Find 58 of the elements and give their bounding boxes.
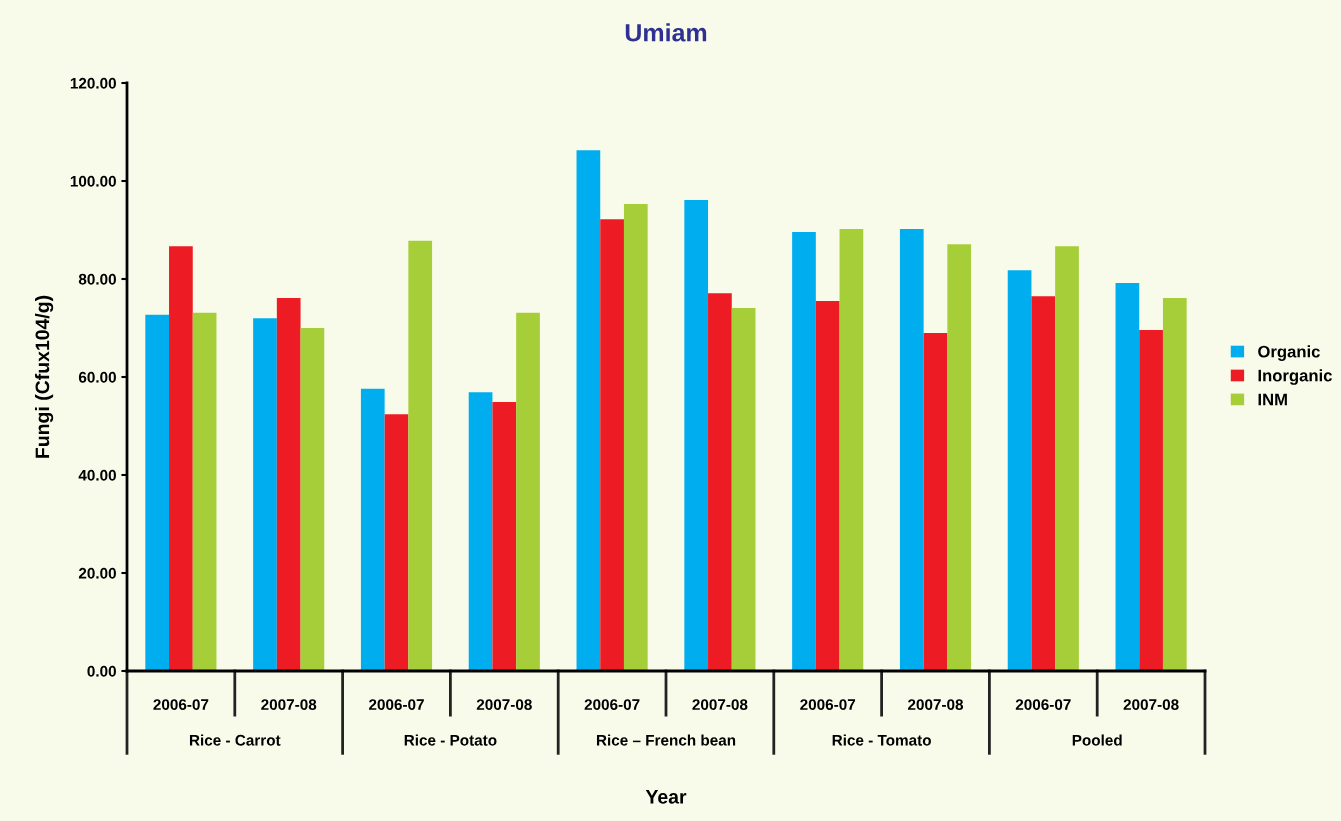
bar <box>516 312 540 671</box>
bar <box>145 314 170 671</box>
legend-label: Inorganic <box>1258 369 1332 385</box>
bar <box>731 307 756 671</box>
bar <box>169 246 193 671</box>
x-tick-label: 2007-08 <box>261 699 317 710</box>
bar <box>684 200 709 671</box>
y-tick-label: 0.00 <box>87 665 116 677</box>
y-tick-label: 120.00 <box>70 77 116 89</box>
bar <box>492 401 517 671</box>
text: Pooled <box>1072 734 1122 746</box>
x-tick-label: 2006-07 <box>1015 699 1071 710</box>
bar <box>1162 298 1187 671</box>
x-tick-label: 2006-07 <box>369 699 424 710</box>
bar <box>708 293 732 671</box>
bar <box>1055 246 1079 671</box>
x-tick-label: 2007-08 <box>692 699 748 710</box>
bar <box>839 229 864 671</box>
bar <box>1007 270 1032 671</box>
bar <box>1031 296 1056 671</box>
legend-label: INM <box>1258 393 1287 406</box>
text: Rice - Carrot <box>189 734 281 746</box>
bar <box>276 298 301 671</box>
bar <box>253 318 277 671</box>
bar <box>360 388 385 671</box>
legend-label: Organic <box>1258 345 1320 361</box>
text: Rice – French bean <box>596 734 736 746</box>
bar <box>600 219 624 671</box>
bar <box>923 332 948 671</box>
bar <box>1139 329 1163 671</box>
bar <box>192 312 217 671</box>
bar <box>468 392 493 671</box>
x-tick-label: 2007-08 <box>476 699 532 710</box>
text: Rice - Tomato <box>832 734 931 746</box>
bar <box>623 204 648 671</box>
text: Rice - Potato <box>404 734 497 746</box>
y-tick-label: 80.00 <box>78 273 116 285</box>
x-tick-label: 2006-07 <box>800 699 856 710</box>
x-tick-label: 2006-07 <box>584 699 640 710</box>
y-axis-title: Fungi (Cfux104/g) <box>34 295 54 458</box>
x-tick-label: 2007-08 <box>908 699 964 710</box>
bar <box>1115 282 1140 671</box>
y-tick-label: 60.00 <box>78 371 116 383</box>
bar <box>384 414 409 671</box>
bar <box>576 150 601 671</box>
bar <box>408 240 433 671</box>
x-tick-label: 2006-07 <box>153 699 209 710</box>
y-tick-label: 100.00 <box>70 175 116 187</box>
x-tick-label: 2007-08 <box>1123 699 1179 710</box>
y-tick-label: 40.00 <box>78 469 116 481</box>
bar <box>792 231 816 671</box>
bar <box>947 244 972 671</box>
bar <box>899 229 924 671</box>
bar <box>300 328 325 671</box>
y-tick-label: 20.00 <box>78 567 116 579</box>
bar <box>815 301 840 671</box>
chart-title: Umiam <box>625 23 707 42</box>
x-axis-title: Year <box>645 790 687 804</box>
